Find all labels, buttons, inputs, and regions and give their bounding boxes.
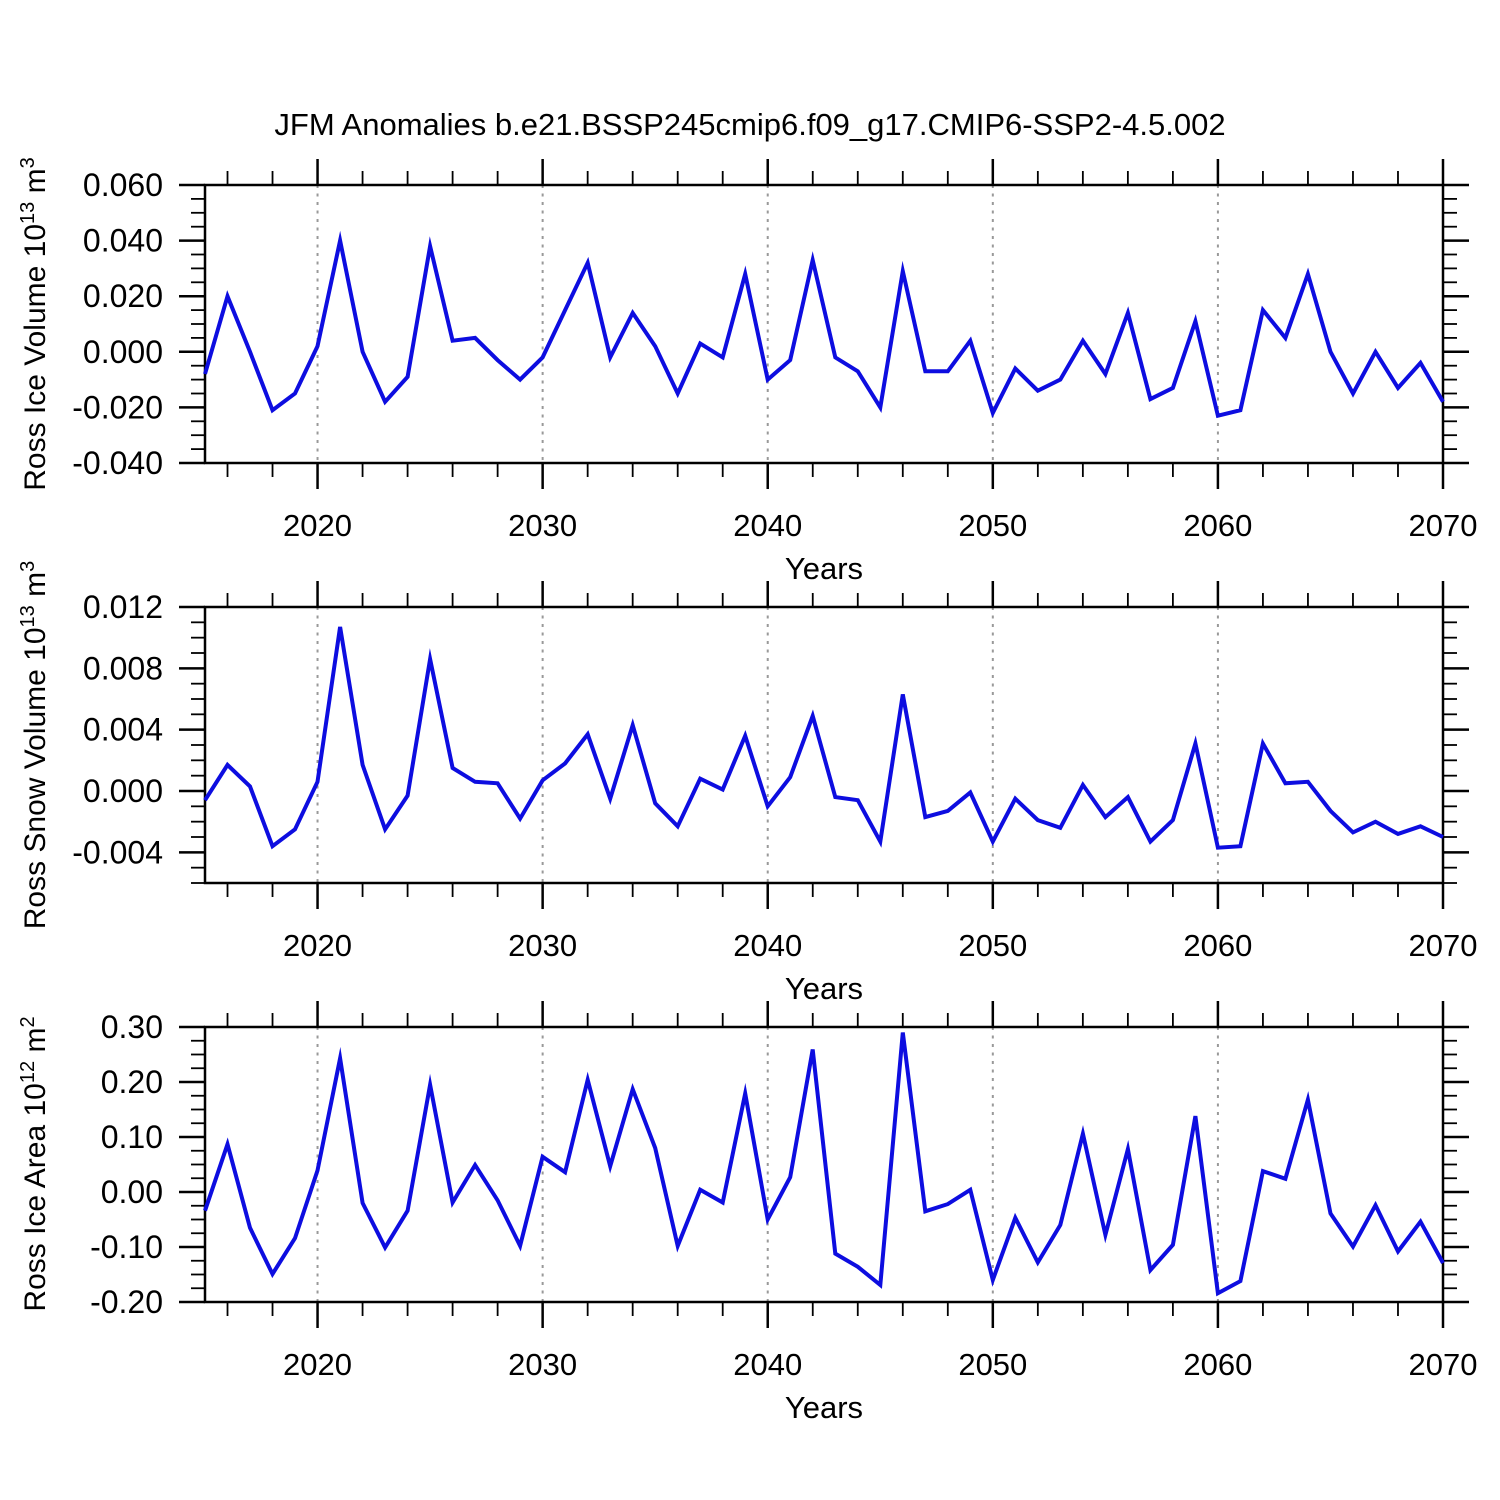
- svg-text:0.020: 0.020: [83, 278, 163, 314]
- panel-2-frame: [203, 605, 1445, 885]
- panel-2-x-axis-title: Years: [785, 971, 863, 1006]
- panel-1-x-tick-labels: 2020 2030 2040 2050 2060 2070: [283, 508, 1477, 543]
- svg-text:2030: 2030: [508, 508, 577, 543]
- svg-text:2040: 2040: [733, 928, 802, 963]
- svg-text:2020: 2020: [283, 1347, 352, 1382]
- svg-text:0.10: 0.10: [101, 1119, 163, 1155]
- svg-text:0.30: 0.30: [101, 1009, 163, 1045]
- svg-text:0.00: 0.00: [101, 1174, 163, 1210]
- svg-text:2070: 2070: [1409, 928, 1478, 963]
- svg-text:2060: 2060: [1183, 1347, 1252, 1382]
- panel-1-x-axis-title: Years: [785, 551, 863, 586]
- panel-1-ticks: [179, 159, 1469, 489]
- panel-3-x-axis-title: Years: [785, 1390, 863, 1425]
- svg-text:2050: 2050: [958, 508, 1027, 543]
- svg-text:2060: 2060: [1183, 928, 1252, 963]
- svg-text:0.20: 0.20: [101, 1064, 163, 1100]
- panel-1-frame: [203, 183, 1445, 465]
- panel-2-y-tick-labels: 0.012 0.008 0.004 0.000 -0.004: [72, 589, 163, 870]
- svg-text:0.008: 0.008: [83, 650, 163, 686]
- panel-3-x-tick-labels: 2020 2030 2040 2050 2060 2070: [283, 1347, 1477, 1382]
- svg-text:2050: 2050: [958, 928, 1027, 963]
- panel-3-ticks: [179, 1001, 1469, 1328]
- svg-text:2020: 2020: [283, 928, 352, 963]
- panel-3-y-tick-labels: 0.30 0.20 0.10 0.00 -0.10 -0.20: [90, 1009, 163, 1320]
- svg-text:0.012: 0.012: [83, 589, 163, 625]
- svg-text:2020: 2020: [283, 508, 352, 543]
- svg-text:2040: 2040: [733, 1347, 802, 1382]
- panel-2-series-line: [203, 626, 1444, 850]
- svg-text:2050: 2050: [958, 1347, 1027, 1382]
- svg-text:-0.20: -0.20: [90, 1284, 163, 1320]
- chart-title: JFM Anomalies b.e21.BSSP245cmip6.f09_g17…: [274, 107, 1226, 142]
- panel-3-series-line: [203, 1032, 1445, 1297]
- svg-text:2030: 2030: [508, 1347, 577, 1382]
- svg-text:0.040: 0.040: [83, 223, 163, 259]
- svg-text:-0.10: -0.10: [90, 1229, 163, 1265]
- svg-text:0.060: 0.060: [83, 167, 163, 203]
- panel-2-ticks: [179, 581, 1469, 909]
- svg-text:0.000: 0.000: [83, 773, 163, 809]
- panel-1-ross-ice-volume: 0.060 0.040 0.020 0.000 -0.020 -0.040 2020 2030…: [72, 159, 1477, 586]
- panel-2-x-tick-labels: 2020 2030 2040 2050 2060 2070: [283, 928, 1477, 963]
- panel-1-y-tick-labels: 0.060 0.040 0.020 0.000 -0.020 -0.040: [72, 167, 163, 481]
- svg-text:2060: 2060: [1183, 508, 1252, 543]
- panel-1-gridlines: [316, 185, 1219, 463]
- svg-text:-0.040: -0.040: [72, 445, 163, 481]
- svg-text:2040: 2040: [733, 508, 802, 543]
- panel-3-frame: [203, 1025, 1445, 1304]
- panel-1-series-line: [203, 230, 1445, 419]
- svg-text:2070: 2070: [1409, 508, 1478, 543]
- svg-text:2030: 2030: [508, 928, 577, 963]
- panel-3-gridlines: [316, 1027, 1219, 1302]
- svg-text:0.004: 0.004: [83, 712, 163, 748]
- svg-text:-0.020: -0.020: [72, 389, 163, 425]
- panel-2-gridlines: [316, 607, 1219, 883]
- svg-text:0.000: 0.000: [83, 334, 163, 370]
- svg-text:2070: 2070: [1409, 1347, 1478, 1382]
- svg-text:-0.004: -0.004: [72, 834, 163, 870]
